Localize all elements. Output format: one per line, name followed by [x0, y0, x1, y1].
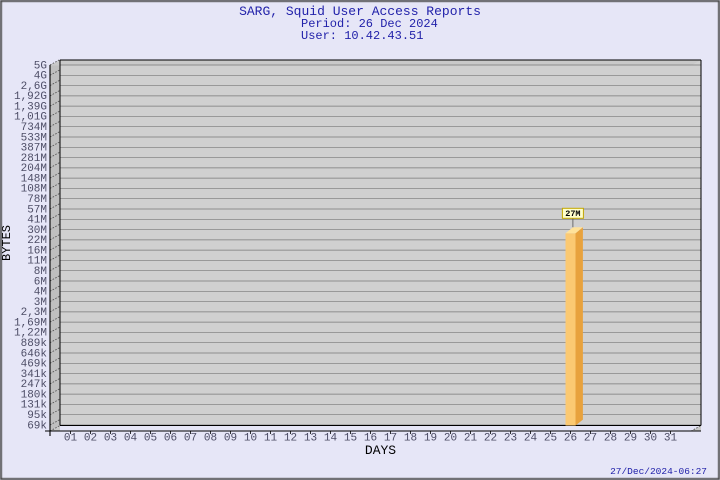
svg-text:27M: 27M	[565, 209, 580, 219]
svg-text:69k: 69k	[27, 420, 47, 432]
